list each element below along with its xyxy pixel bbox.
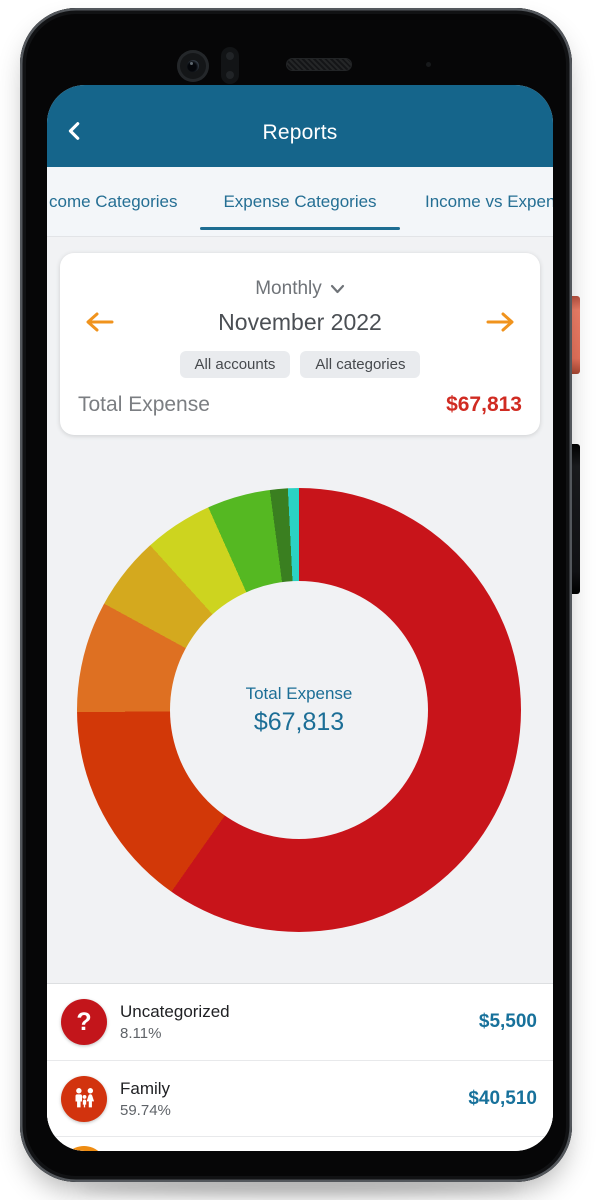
back-button[interactable] [61,117,89,145]
family-glyph [75,1088,94,1108]
tab-income-categories[interactable]: come Categories [49,192,178,211]
page-title: Reports [262,121,338,144]
previous-period-button[interactable] [82,310,116,334]
total-expense-label: Total Expense [78,393,210,416]
active-tab-underline [200,227,400,230]
period-mode-dropdown[interactable]: Monthly [60,275,540,303]
period-mode-label: Monthly [255,278,322,299]
front-camera [177,50,209,82]
list-item-family[interactable]: Family 59.74% $40,510 [47,1060,553,1136]
chevron-left-icon [68,122,80,140]
tab-income-vs-expense[interactable]: Income vs Expen [425,192,553,211]
category-name: Family [120,1078,171,1098]
family-icon [61,1075,107,1122]
sensor-dot [426,62,431,67]
all-accounts-chip[interactable]: All accounts [179,350,291,378]
filter-card: Monthly November 2022 [60,253,540,435]
category-list: ? Uncategorized 8.11% $5,500 [47,983,553,1151]
category-text: Uncategorized 8.11% [120,1002,230,1042]
category-amount: $40,510 [468,1087,537,1109]
category-amount: $5,500 [478,1011,537,1032]
next-period-button[interactable] [484,310,518,334]
expense-donut-chart[interactable]: Total Expense $67,813 [77,488,521,932]
category-text: Family 59.74% [120,1079,171,1119]
category-percent: 8.11% [120,1025,162,1042]
donut-center: Total Expense $67,813 [170,581,428,839]
list-item-uncategorized[interactable]: ? Uncategorized 8.11% $5,500 [47,984,553,1060]
earpiece-speaker [286,58,352,71]
donut-center-label: Total Expense [245,683,353,703]
tab-expense-categories[interactable]: Expense Categories [223,192,377,211]
phone-ground-shadow [80,1180,520,1196]
all-categories-chip[interactable]: All categories [300,350,421,378]
donut-center-value: $67,813 [253,707,345,736]
sensor-pill [221,47,239,84]
filter-chips: All accounts All categories [60,349,540,379]
list-divider [47,1136,553,1137]
next-category-icon-peek [61,1146,107,1151]
chevron-down-icon [330,284,344,294]
arrow-left-icon [86,312,114,332]
arrow-right-icon [486,312,514,332]
category-percent: 59.74% [120,1101,171,1119]
tab-bar: come Categories Expense Categories Incom… [47,167,553,237]
app-header: Reports [47,85,553,167]
category-name: Uncategorized [120,1002,230,1021]
question-mark-icon: ? [61,999,107,1045]
period-selector: November 2022 [60,303,540,341]
period-label: November 2022 [218,308,382,335]
total-expense-row: Total Expense $67,813 [60,393,540,417]
total-expense-value: $67,813 [446,393,522,416]
app-screen: Reports come Categories Expense Categori… [47,85,553,1151]
